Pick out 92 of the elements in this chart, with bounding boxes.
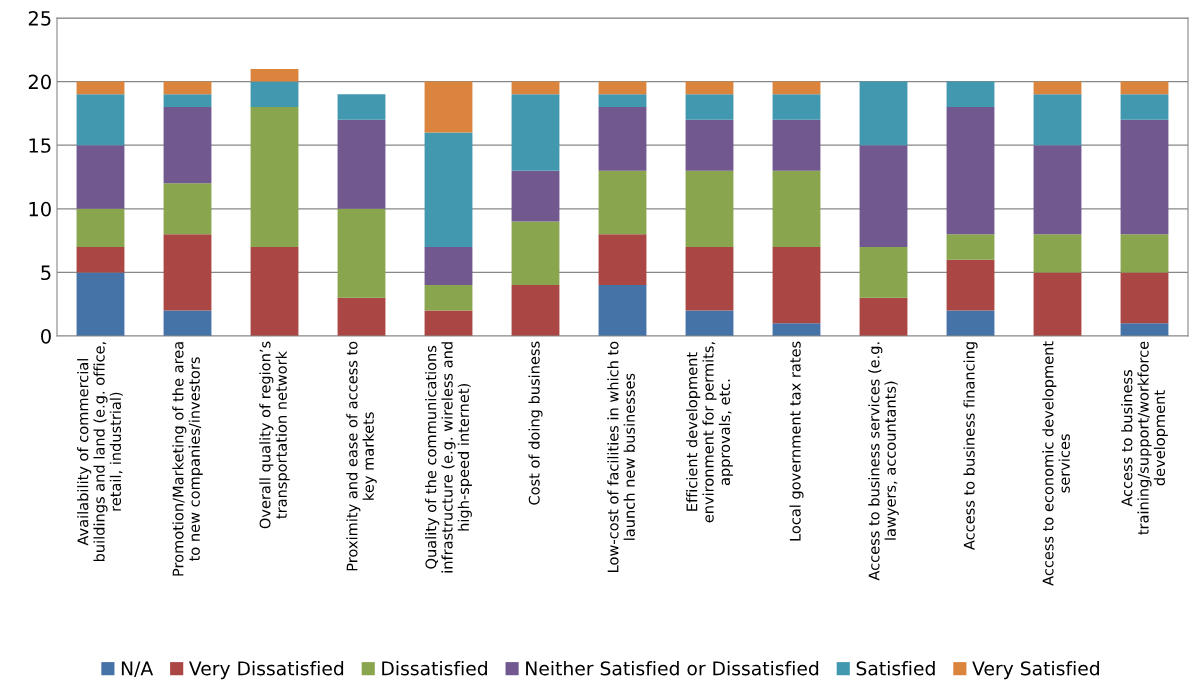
x-tick-label: Proximity and ease of access to key markets (346, 341, 377, 571)
bar (337, 297, 386, 336)
bar (1120, 94, 1169, 120)
bar (1033, 234, 1082, 273)
x-tick-label: Local government tax rates (789, 341, 804, 541)
bar (685, 119, 734, 171)
bar (685, 310, 734, 336)
bar (772, 94, 821, 120)
bar (1120, 272, 1169, 324)
bar (1120, 234, 1169, 273)
bar (1120, 81, 1169, 95)
y-tick-label: 25 (28, 10, 51, 26)
bar (598, 94, 647, 108)
bar (424, 81, 473, 133)
bar (598, 107, 647, 171)
bar (511, 81, 560, 95)
legend-label: Dissatisfied (382, 660, 487, 676)
y-tick-label: 0 (41, 328, 51, 344)
bar (946, 310, 995, 336)
y-tick-label: 15 (29, 138, 51, 153)
x-tick-label: Cost of doing business (528, 341, 543, 505)
bar (685, 170, 734, 247)
legend-label: Neither Satisfied or Dissatisfied (526, 660, 819, 676)
bar (772, 119, 821, 171)
bar (1120, 119, 1169, 235)
bar (685, 81, 734, 95)
bar (250, 107, 299, 247)
x-tick-label: Availability of commercial buildings and land (e.g. office, retail, industrial) (77, 342, 123, 562)
bar (511, 221, 560, 286)
bar (946, 259, 995, 311)
x-tick-label: Quality of the communications infrastructure (e.g. wireless and high-speed internet) (425, 342, 472, 573)
bar (859, 81, 908, 146)
bar (511, 94, 560, 171)
bar (598, 170, 647, 235)
legend-label: Satisfied (856, 660, 935, 676)
bar (337, 208, 386, 298)
bar (772, 323, 821, 336)
bar (163, 107, 212, 184)
bar (250, 81, 299, 108)
bar (76, 208, 125, 247)
x-tick-label: Promotion/Marketing of the area to new companies/investors (172, 342, 203, 576)
bar (76, 246, 125, 273)
bar (424, 285, 473, 311)
bar (250, 246, 299, 336)
bar (424, 246, 473, 286)
bar (76, 145, 125, 209)
x-tick-label: Access to business financing (963, 342, 978, 550)
bar (946, 81, 995, 108)
legend-label: N/A (121, 661, 154, 677)
bar (163, 234, 212, 311)
x-tick-label: Efficient development environment for permits, approvals, etc. (686, 342, 733, 523)
bar (76, 81, 125, 95)
bar (772, 81, 821, 95)
bar (859, 297, 908, 336)
bar (1033, 81, 1082, 95)
bar (859, 246, 908, 298)
bar (337, 119, 386, 209)
bar (685, 94, 734, 120)
bar (163, 94, 212, 108)
bar (946, 107, 995, 235)
bar (1120, 323, 1169, 336)
bar (1033, 145, 1082, 235)
bar (598, 285, 647, 336)
bar (511, 170, 560, 222)
bar (511, 285, 560, 336)
y-tick-label: 20 (28, 74, 51, 90)
x-tick-label: Access to business services (e.g. lawyers, accountants) (868, 342, 899, 581)
bar (685, 246, 734, 311)
bar (163, 310, 212, 336)
bar (1033, 94, 1082, 146)
bar (76, 94, 125, 146)
bar (598, 234, 647, 286)
bar (1033, 272, 1082, 336)
x-tick-label: Access to economic development services (1042, 341, 1070, 586)
bar (946, 234, 995, 260)
bar (859, 145, 908, 247)
bar (598, 81, 647, 95)
x-tick-label: Low-cost of facilities in which to launch new businesses (607, 341, 635, 572)
bar (424, 310, 473, 336)
legend-label: Very Dissatisfied (189, 660, 344, 680)
y-tick-label: 5 (41, 265, 51, 281)
y-tick-label: 10 (29, 201, 51, 217)
legend-label: Very Satisfied (972, 660, 1099, 680)
bar (76, 272, 125, 336)
bar (772, 246, 821, 324)
bar (250, 68, 299, 82)
bar (772, 170, 821, 247)
bar (163, 81, 212, 95)
bar (337, 94, 386, 120)
bar (163, 183, 212, 235)
bar (424, 132, 473, 247)
x-tick-label: Overall quality of region’s transportation network (259, 341, 290, 529)
